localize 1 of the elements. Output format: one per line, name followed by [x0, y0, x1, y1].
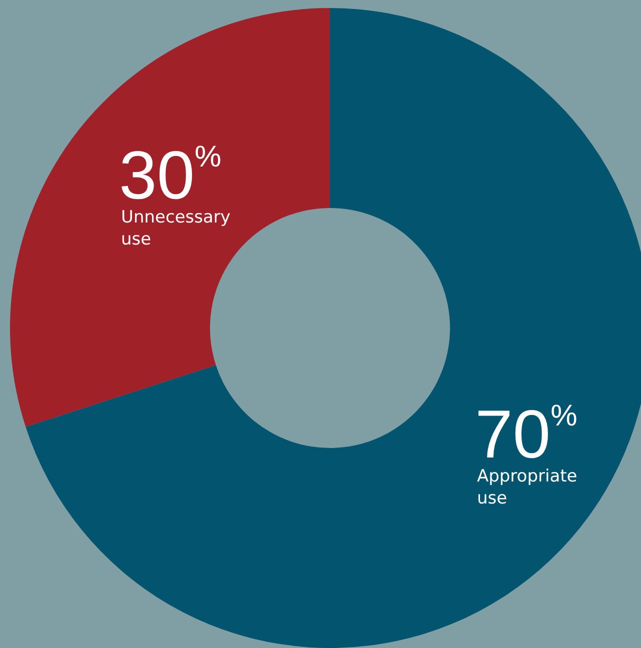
- slice-label: Appropriate use: [476, 466, 578, 508]
